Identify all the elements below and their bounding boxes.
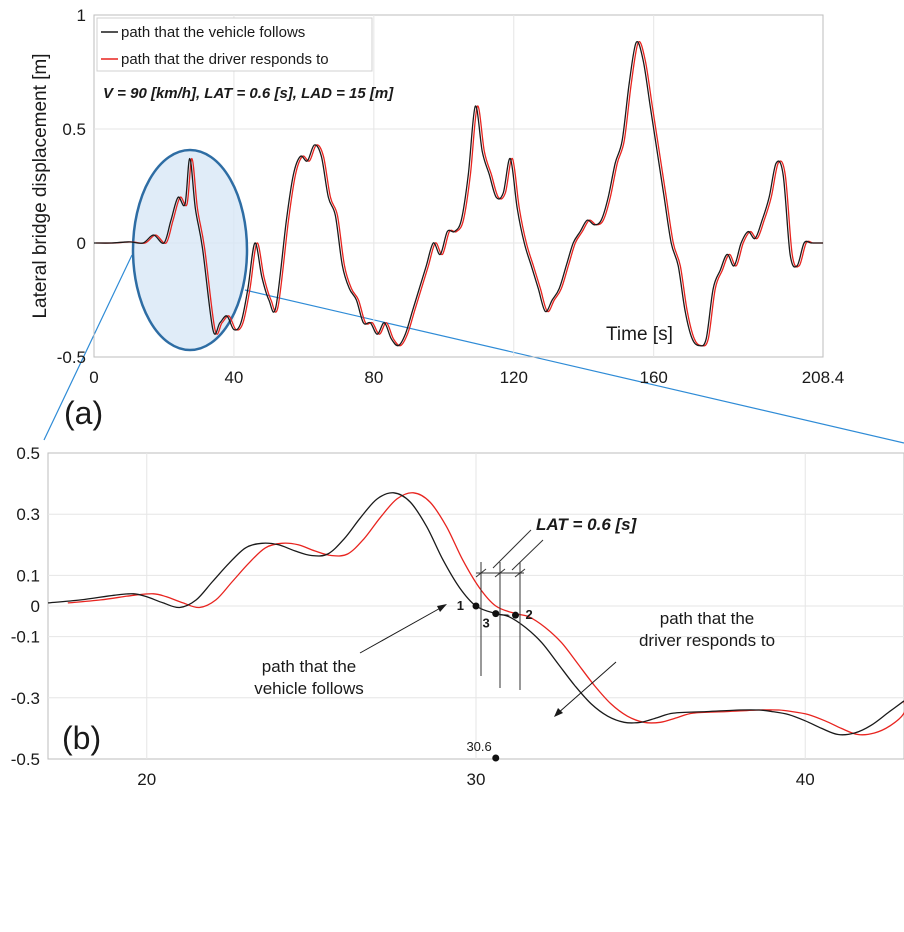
panel-a-xtick: 120 — [500, 368, 528, 387]
vehicle-arrowhead — [437, 604, 447, 612]
series-line-driver-zoom — [67, 492, 904, 736]
zoom-ellipse — [131, 148, 249, 352]
panel-a: 0 40 80 120 160 208.4 -0.500.51 Lateral bridg… — [30, 6, 844, 431]
panel-b-ytick: -0.3 — [11, 689, 40, 708]
driver-arrow — [556, 661, 617, 715]
zoom-connector-right — [244, 289, 904, 444]
marker-30-6 — [492, 754, 500, 762]
panel-a-ylabel: Lateral bridge displacement [m] — [30, 53, 51, 318]
point-marker-3 — [492, 610, 500, 618]
panel-a-ytick: -0.5 — [57, 348, 86, 367]
point-label-3: 3 — [483, 616, 490, 631]
panel-b-xtick: 30 — [467, 770, 486, 789]
panel-b-xtick: 20 — [137, 770, 156, 789]
legend-entry-driver: path that the driver responds to — [121, 51, 329, 68]
panel-b-ytick: 0.3 — [16, 505, 40, 524]
panel-a-xtick: 208.4 — [802, 368, 845, 387]
point-marker-1 — [472, 602, 480, 610]
panel-b-ytick: 0 — [31, 597, 40, 616]
panel-a-xtick: 40 — [224, 368, 243, 387]
legend-entry-vehicle: path that the vehicle follows — [121, 24, 305, 41]
panel-a-xtick: 80 — [364, 368, 383, 387]
panel-b-ytick: 0.5 — [16, 444, 40, 463]
panel-a-ytick: 0.5 — [62, 120, 86, 139]
point-label-2: 2 — [526, 607, 533, 622]
panel-a-ytick: 0 — [77, 234, 86, 253]
driver-arrowhead — [554, 708, 563, 717]
panel-b: 20 30 40 -0.5 -0.3 -0.1 0 0.1 0.3 0.5 LAT = 0.6 … — [11, 444, 904, 789]
panel-b-ytick: -0.1 — [11, 628, 40, 647]
series-line-vehicle — [93, 41, 823, 347]
vehicle-arrow — [359, 605, 445, 654]
point-marker-2 — [512, 611, 520, 619]
series-line-driver — [96, 41, 823, 347]
marker-30-6-label: 30.6 — [466, 739, 491, 754]
lat-annotation — [475, 529, 544, 690]
panel-b-ytick: 0.1 — [16, 566, 40, 585]
label-vehicle: path that the vehicle follows — [254, 657, 364, 698]
panel-label-a: (a) — [64, 395, 103, 431]
panel-a-xtick: 160 — [640, 368, 668, 387]
lat-label: LAT = 0.6 [s] — [536, 515, 638, 534]
panel-a-xtick: 0 — [89, 368, 98, 387]
label-driver: path that the driver responds to — [639, 609, 775, 650]
panel-a-xlabel: Time [s] — [606, 324, 673, 345]
panel-label-b: (b) — [62, 720, 101, 756]
legend: path that the vehicle follows path that … — [96, 17, 373, 72]
point-3-arrow — [499, 614, 510, 616]
panel-a-ytick: 1 — [77, 6, 86, 25]
panel-a-annotation: V = 90 [km/h], LAT = 0.6 [s], LAD = 15 [… — [103, 85, 394, 102]
panel-b-ytick: -0.5 — [11, 750, 40, 769]
panel-b-xtick: 40 — [796, 770, 815, 789]
panel-a-frame — [93, 14, 824, 358]
point-label-1: 1 — [457, 598, 464, 613]
zoom-connector-left — [43, 254, 133, 441]
